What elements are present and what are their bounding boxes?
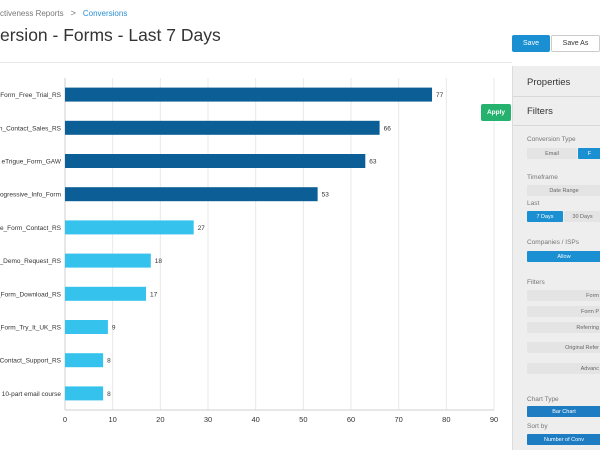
value-label: 8 [107,358,111,365]
x-tick-label: 40 [251,415,259,424]
chart-type-select[interactable]: Bar Chart [527,406,600,417]
value-label: 53 [322,192,330,199]
filters-label: Filters [527,279,545,286]
panel-divider [513,125,600,126]
sort-by-select[interactable]: Number of Conv [527,434,600,445]
x-tick-label: 60 [347,415,355,424]
last-30-days-button[interactable]: 30 Days [564,211,600,222]
value-label: 17 [150,291,158,298]
timeframe-label: Timeframe [527,174,558,181]
filters-title: Filters [527,106,553,117]
value-label: 18 [155,258,163,265]
value-label: 9 [112,325,116,332]
x-tick-label: 90 [490,415,498,424]
last-7-days-button[interactable]: 7 Days [527,211,563,222]
bar[interactable] [65,154,366,168]
bar[interactable] [65,120,380,135]
value-label: 27 [198,225,206,232]
last-label: Last [527,200,540,207]
value-label: 77 [436,92,444,99]
category-label: Contact_Support_RS [0,358,62,365]
breadcrumb: ctiveness Reports > Conversions [0,8,127,18]
save-as-button[interactable]: Save As [551,35,600,52]
sort-by-label: Sort by [527,423,548,430]
conversion-type-email-button[interactable]: Email [527,148,577,159]
properties-panel: Properties Filters Conversion Type Email… [512,66,600,450]
filter-item[interactable]: Form [527,290,600,301]
x-tick-label: 0 [63,415,67,424]
x-tick-label: 30 [204,415,212,424]
category-label: _Demo_Request_RS [0,258,62,265]
category-label: ogressive_Info_Form [0,192,61,199]
value-label: 66 [384,125,392,132]
bar[interactable] [65,286,147,301]
apply-button[interactable]: Apply [481,104,511,121]
category-label: Form_Free_Trial_RS [0,92,61,99]
save-button[interactable]: Save [512,35,550,52]
bar[interactable] [65,386,104,401]
category-label: 10-part email course [2,391,62,398]
bar[interactable] [65,187,318,202]
category-label: eTrigue_Form_GAW [2,159,62,166]
bar[interactable] [65,220,194,235]
bar[interactable] [65,320,108,334]
bar[interactable] [65,87,433,102]
x-tick-label: 20 [156,415,164,424]
filter-item[interactable]: Original Refer [527,342,600,353]
category-label: n_Contact_Sales_RS [0,125,62,132]
filter-item[interactable]: Advanc [527,363,600,374]
allow-button[interactable]: Allow [527,251,600,262]
x-tick-label: 50 [299,415,307,424]
category-label: e_Form_Contact_RS [0,225,62,232]
x-tick-label: 70 [394,415,402,424]
value-label: 8 [107,391,111,398]
header-divider [0,62,512,63]
page-title: ersion - Forms - Last 7 Days [0,25,221,45]
panel-divider [513,96,600,97]
bar[interactable] [65,253,151,268]
breadcrumb-parent-link[interactable]: ctiveness Reports [0,9,64,18]
conversion-type-label: Conversion Type [527,136,576,143]
value-label: 63 [369,159,377,166]
x-tick-label: 80 [442,415,450,424]
companies-isps-label: Companies / ISPs [527,239,580,246]
x-tick-label: 10 [108,415,116,424]
category-label: _Form_Try_It_UK_RS [0,325,62,332]
category-label: _Form_Download_RS [0,291,62,298]
chart-type-label: Chart Type [527,396,559,403]
date-range-button[interactable]: Date Range [527,185,600,196]
breadcrumb-separator-icon: > [70,8,76,18]
filter-item[interactable]: Referring [527,322,600,333]
conversion-type-forms-button[interactable]: F [578,148,600,159]
breadcrumb-current-link[interactable]: Conversions [82,9,128,18]
bar-chart: 0 10 20 30 40 50 60 70 80 90 Form_Free_Trial_RS 77 n… [0,78,498,424]
filter-item[interactable]: Form P [527,306,600,317]
properties-title: Properties [527,77,571,88]
bar[interactable] [65,353,104,368]
